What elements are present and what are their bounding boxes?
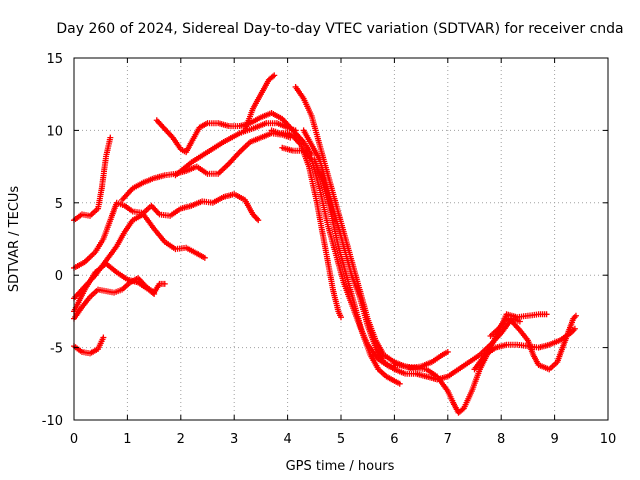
series-arc-5 — [71, 260, 158, 315]
data-point — [571, 325, 578, 332]
y-tick-label: 0 — [55, 269, 63, 284]
x-tick-label: 2 — [177, 432, 185, 447]
y-axis-label: SDTVAR / TECUs — [7, 186, 22, 293]
series-arc-4 — [71, 275, 168, 322]
x-tick-label: 10 — [600, 432, 617, 447]
y-tick-label: 5 — [55, 197, 63, 212]
marker-trail — [312, 158, 401, 386]
marker-trail — [72, 336, 106, 356]
x-axis-label: GPS time / hours — [286, 459, 395, 474]
x-tick-label: 8 — [497, 432, 505, 447]
x-tick-label: 3 — [230, 432, 238, 447]
x-tick-label: 9 — [550, 432, 558, 447]
x-tick-label: 5 — [337, 432, 345, 447]
marker-trail — [72, 191, 260, 270]
marker-trail — [71, 261, 156, 313]
marker-trail — [155, 110, 314, 157]
x-tick-label: 4 — [283, 432, 291, 447]
marker-trail — [242, 73, 276, 132]
marker-trail — [301, 129, 521, 382]
series-arc-10 — [241, 72, 278, 134]
x-tick-label: 6 — [390, 432, 398, 447]
y-tick-label: 10 — [46, 124, 63, 139]
x-tick-label: 1 — [123, 432, 131, 447]
marker-trail — [270, 128, 344, 319]
data-series — [71, 72, 579, 416]
y-tick-label: 15 — [46, 52, 63, 67]
series-arc-11 — [268, 127, 344, 321]
series-arc-14 — [300, 127, 523, 383]
series-arc-9 — [172, 120, 299, 179]
marker-trail — [120, 130, 292, 202]
y-tick-label: -10 — [42, 414, 63, 429]
series-arc-15 — [311, 156, 403, 387]
marker-trail — [72, 136, 113, 222]
series-arc-1 — [71, 134, 114, 224]
series-arc-17 — [487, 312, 579, 373]
axis-ticks: 0 1 2 3 4 5 6 7 8 9 10 -10 -5 0 5 10 15 — [42, 52, 617, 447]
series-arc-6 — [71, 334, 107, 357]
series-arc-7 — [119, 130, 294, 203]
x-tick-label: 7 — [444, 432, 452, 447]
y-tick-label: -5 — [50, 342, 63, 357]
marker-trail — [489, 314, 578, 372]
marker-trail — [174, 120, 297, 177]
x-tick-label: 0 — [70, 432, 78, 447]
chart-title: Day 260 of 2024, Sidereal Day-to-day VTE… — [56, 21, 623, 37]
